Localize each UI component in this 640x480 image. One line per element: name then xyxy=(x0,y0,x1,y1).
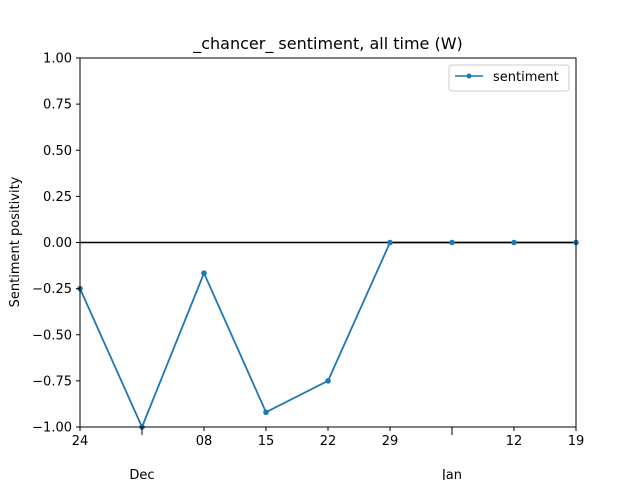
y-tick-label-1: 0.75 xyxy=(43,98,72,113)
data-point-sentiment-4 xyxy=(325,378,331,384)
x-major-tick-label-1: Jan xyxy=(441,468,462,480)
legend-label-sentiment: sentiment xyxy=(493,70,559,85)
x-tick-label-7: 12 xyxy=(506,434,523,449)
y-axis-label: Sentiment positivity xyxy=(8,176,23,307)
x-tick-label-4: 22 xyxy=(320,434,337,449)
y-tick-label-6: −0.50 xyxy=(32,328,72,343)
data-point-sentiment-5 xyxy=(387,239,393,246)
series-line-sentiment xyxy=(79,241,576,428)
y-tick-label-2: 0.50 xyxy=(43,144,72,159)
data-point-sentiment-3 xyxy=(263,409,269,416)
legend: sentiment xyxy=(448,64,570,92)
y-tick-label-7: −0.75 xyxy=(32,374,72,389)
legend-box xyxy=(448,64,570,92)
y-tick-label-4: 0.00 xyxy=(43,236,72,251)
y-tick-label-5: −0.25 xyxy=(32,282,72,297)
chart-title: _chancer_ sentiment, all time (W) xyxy=(192,34,463,54)
data-point-sentiment-6 xyxy=(449,239,455,246)
x-major-tick-label-0: Dec xyxy=(129,468,154,480)
y-tick-label-8: −1.00 xyxy=(32,421,72,436)
x-tick-label-5: 29 xyxy=(382,434,399,449)
x-tick-label-8: 19 xyxy=(568,434,585,449)
legend-marker-sentiment xyxy=(466,73,472,79)
x-tick-label-3: 15 xyxy=(258,434,275,449)
y-tick-label-0: 1.00 xyxy=(43,52,72,67)
y-tick-label-3: 0.25 xyxy=(43,190,72,205)
plot-area: 1.00 0.75 0.50 0.25 0.00 −0.25 −0.50 −0.75 −1.00… xyxy=(32,52,584,480)
data-point-sentiment-2 xyxy=(201,270,207,276)
x-tick-label-0: 24 xyxy=(72,434,89,449)
data-point-sentiment-7 xyxy=(511,239,517,246)
x-tick-label-2: 08 xyxy=(196,434,213,449)
